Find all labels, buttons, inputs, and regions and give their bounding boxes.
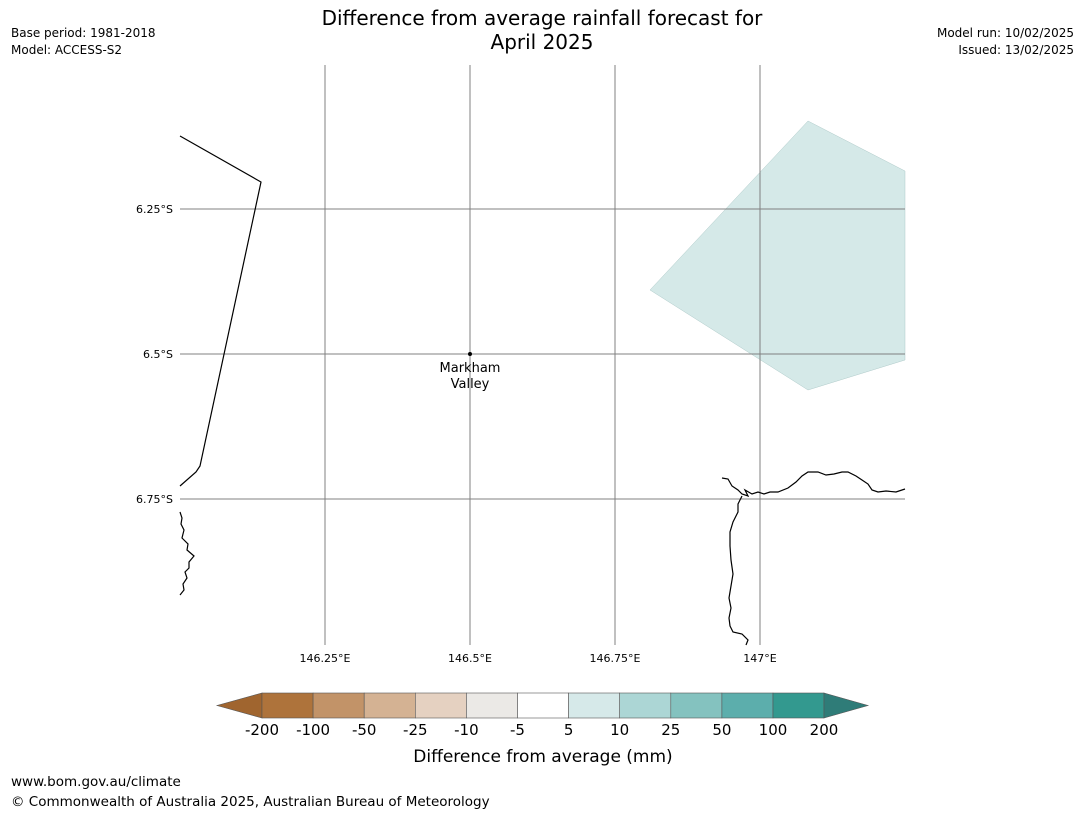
footer-copyright: © Commonwealth of Australia 2025, Austra… xyxy=(11,794,490,810)
colorbar-arrow-low xyxy=(215,692,263,719)
colorbar-tick-label: 100 xyxy=(759,721,788,739)
colorbar-bin-5 xyxy=(466,692,518,719)
colorbar-tick-label: -100 xyxy=(296,721,330,739)
lat-label-6-25: 6.25°S xyxy=(136,203,173,216)
title-line-1: Difference from average rainfall forecas… xyxy=(321,6,763,30)
colorbar-tick-label: 10 xyxy=(610,721,629,739)
colorbar-label: Difference from average (mm) xyxy=(413,747,672,767)
forecast-region-shading xyxy=(649,120,906,391)
colorbar-bin-3 xyxy=(363,692,416,719)
colorbar-arrow-high xyxy=(823,692,870,719)
place-label-line-2: Valley xyxy=(451,377,490,392)
colorbar-tick-label: -5 xyxy=(510,721,525,739)
lat-label-6-75: 6.75°S xyxy=(136,493,173,506)
lon-label-146-5: 146.5°E xyxy=(448,652,492,665)
markham-valley-marker xyxy=(468,352,472,356)
place-label-line-1: Markham xyxy=(440,361,501,376)
colorbar-bin-6 xyxy=(517,692,569,719)
issued-date: Issued: 13/02/2025 xyxy=(958,43,1074,57)
coastline-east xyxy=(721,471,906,498)
meta-right: Model run: 10/02/2025 Issued: 13/02/2025 xyxy=(937,25,1074,59)
colorbar-bin-2 xyxy=(312,692,365,719)
lon-label-146-75: 146.75°E xyxy=(590,652,641,665)
lon-label-147: 147°E xyxy=(743,652,776,665)
lon-label-146-25: 146.25°E xyxy=(300,652,351,665)
coastline-west xyxy=(179,511,195,596)
colorbar-tick-label: 25 xyxy=(661,721,680,739)
coastline-south xyxy=(728,495,749,646)
colorbar-tick-label: -200 xyxy=(245,721,279,739)
colorbar-tick-label: 50 xyxy=(712,721,731,739)
lat-label-6-5: 6.5°S xyxy=(143,348,173,361)
colorbar-bin-7 xyxy=(568,692,620,719)
colorbar-tick-label: 200 xyxy=(810,721,839,739)
colorbar-bin-4 xyxy=(414,692,467,719)
colorbar-bin-9 xyxy=(670,692,723,719)
gridlines xyxy=(180,65,905,645)
colorbar-bin-1 xyxy=(261,692,314,719)
colorbar-tick-label: -10 xyxy=(454,721,479,739)
colorbar: -200 -100 -50 -25 -10 -5 5 10 25 50 100 … xyxy=(215,692,870,767)
colorbar-tick-label: -50 xyxy=(352,721,377,739)
colorbar-bin-11 xyxy=(772,692,825,719)
colorbar-tick-label: -25 xyxy=(403,721,428,739)
title-line-2: April 2025 xyxy=(490,30,594,54)
base-period: Base period: 1981-2018 xyxy=(11,26,156,40)
district-boundary xyxy=(179,135,262,487)
colorbar-bin-8 xyxy=(619,692,672,719)
coastlines xyxy=(179,135,906,646)
meta-left: Base period: 1981-2018 Model: ACCESS-S2 xyxy=(11,25,156,59)
colorbar-bin-10 xyxy=(721,692,774,719)
model-name: Model: ACCESS-S2 xyxy=(11,43,123,57)
map-title: Difference from average rainfall forecas… xyxy=(242,6,842,54)
footer-url: www.bom.gov.au/climate xyxy=(11,774,181,790)
model-run: Model run: 10/02/2025 xyxy=(936,26,1074,40)
colorbar-tick-label: 5 xyxy=(564,721,574,739)
